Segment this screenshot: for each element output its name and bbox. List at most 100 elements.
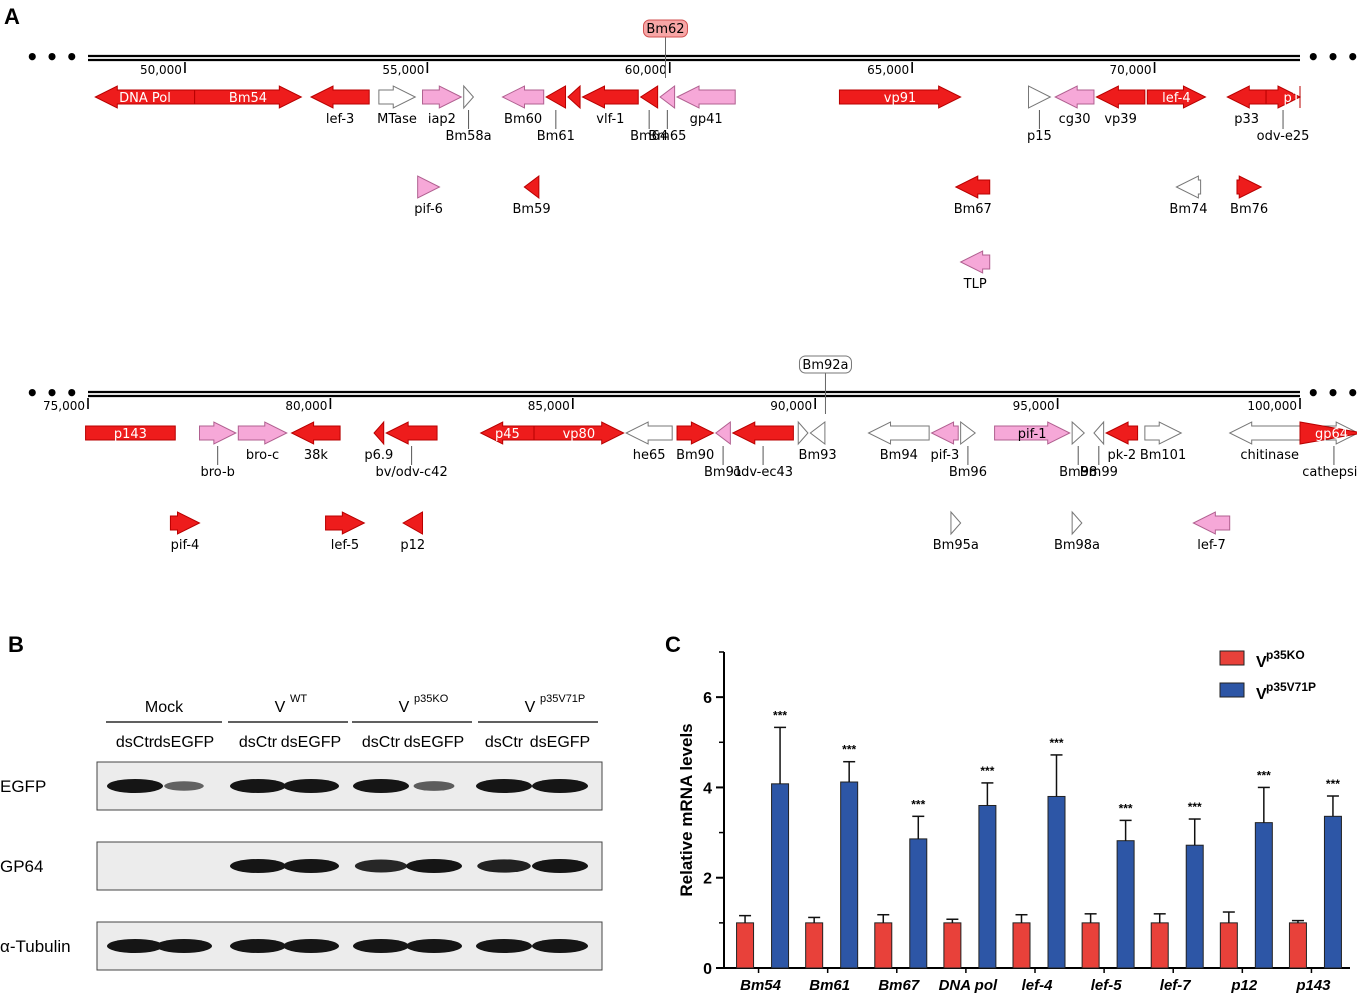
gene-arrow xyxy=(950,510,962,536)
gene-arrow xyxy=(523,174,540,200)
lane-label: dsCtr xyxy=(116,734,155,751)
significance-mark: *** xyxy=(911,797,925,811)
bar-p35v71p xyxy=(1185,844,1204,969)
bar-p35ko xyxy=(1288,922,1307,969)
gene-arrow xyxy=(237,421,288,445)
blot-band xyxy=(353,939,409,953)
blot-band xyxy=(230,939,286,953)
gene-arrow xyxy=(954,175,991,199)
gene-inner-label: pif-1 xyxy=(1018,427,1047,442)
group-label-superscript: p35KO xyxy=(414,693,449,705)
gene-arrow xyxy=(290,421,341,445)
group-label-superscript: WT xyxy=(290,693,307,705)
axis-tick-label: 50,000 xyxy=(140,63,182,77)
gene-label: bro-c xyxy=(246,448,279,463)
gene-arrow xyxy=(567,84,581,110)
gene-label: bv/odv-c42 xyxy=(375,465,447,480)
y-tick-label: 4 xyxy=(703,780,712,797)
axis-tick-label: 85,000 xyxy=(528,399,570,413)
legend-label: V xyxy=(1256,686,1267,703)
gene-arrow xyxy=(838,85,962,109)
axis-tick-label: 60,000 xyxy=(625,63,667,77)
gene-label: Bm98 xyxy=(1059,465,1097,480)
x-tick-label: Bm54 xyxy=(740,977,782,993)
genome-track-top: • • • • • • 50,000 55,000 60,000 65,000 70,000… xyxy=(26,19,1357,292)
gene-arrow xyxy=(1175,175,1202,199)
gene-arrow xyxy=(463,84,475,110)
bar-p35v71p xyxy=(771,783,790,969)
blot-band xyxy=(532,859,588,873)
bar-p35v71p xyxy=(978,804,997,969)
gene-arrow xyxy=(1144,421,1183,445)
genome-track-bottom: • • • • • •75,000 80,000 85,000 90,000 95,000… xyxy=(26,355,1357,553)
gene-label: p33 xyxy=(1234,112,1259,127)
bar-p35ko xyxy=(1150,922,1169,969)
y-tick-label: 6 xyxy=(703,690,712,707)
axis-tick-label: 80,000 xyxy=(285,399,327,413)
blot-band xyxy=(413,781,455,791)
gene-label: iap2 xyxy=(428,112,456,127)
blot-band xyxy=(354,859,408,873)
blot-band xyxy=(164,781,204,791)
bar-p35v71p xyxy=(909,838,928,969)
gene-label: Bm101 xyxy=(1140,448,1186,463)
gene-arrow xyxy=(1104,421,1139,445)
gene-inner-label: p143 xyxy=(114,427,147,442)
gene-label: Bm67 xyxy=(954,202,992,217)
blot-row-label: α-Tubulin xyxy=(0,937,71,956)
gene-label: pif-4 xyxy=(171,538,200,553)
callout-box xyxy=(642,19,688,38)
legend-label-superscript: p35KO xyxy=(1266,648,1305,662)
gene-arrow xyxy=(194,85,303,109)
blot-band xyxy=(283,939,339,953)
group-label: Mock xyxy=(145,699,184,716)
lane-label: dsCtr xyxy=(362,734,401,751)
gene-arrow xyxy=(1071,510,1083,536)
gene-label: Bm59 xyxy=(513,202,551,217)
gene-arrow xyxy=(199,421,237,445)
significance-mark: *** xyxy=(1326,777,1340,791)
blot-band xyxy=(283,859,339,873)
gene-label: cg30 xyxy=(1059,112,1091,127)
gene-arrow xyxy=(325,511,366,535)
blot-band xyxy=(353,779,409,793)
bar-p35ko xyxy=(805,922,824,969)
gene-label: p12 xyxy=(400,538,425,553)
gene-label: lef-5 xyxy=(331,538,359,553)
gene-label: Bm91 xyxy=(704,465,742,480)
gene-arrow xyxy=(994,421,1071,445)
gene-label: TLP xyxy=(963,277,987,292)
gene-arrow xyxy=(501,85,545,109)
callout-label: Bm92a xyxy=(802,358,848,373)
x-tick-label: Bm67 xyxy=(878,977,920,993)
x-tick-label: p12 xyxy=(1230,977,1258,993)
gene-label: pif-6 xyxy=(414,202,443,217)
panel-label-c: C xyxy=(665,632,681,657)
bar-p35v71p xyxy=(840,781,859,969)
y-tick-label: 0 xyxy=(703,961,712,978)
bar-p35ko xyxy=(736,922,755,969)
gene-arrow xyxy=(533,421,625,445)
gene-label: Bm76 xyxy=(1230,202,1268,217)
gene-inner-label: vp80 xyxy=(563,427,596,442)
gene-arrow xyxy=(1192,511,1231,535)
gene-label: odv-ec43 xyxy=(733,465,793,480)
gene-arrow xyxy=(479,421,535,445)
blot-band xyxy=(230,779,286,793)
gene-inner-label: DNA Pol xyxy=(119,91,171,106)
bar-p35ko xyxy=(1012,922,1031,969)
lane-label: dsEGFP xyxy=(154,734,214,751)
gene-label: p6.9 xyxy=(364,448,393,463)
blot-band xyxy=(477,859,531,873)
gene-label: Bm58a xyxy=(446,129,492,144)
gene-inner-label: p45 xyxy=(495,427,520,442)
bar-p35ko xyxy=(874,922,893,969)
y-axis-label: Relative mRNA levels xyxy=(677,723,696,896)
blot-band xyxy=(283,779,339,793)
gene-label: pk-2 xyxy=(1107,448,1136,463)
gene-label: vlf-1 xyxy=(596,112,624,127)
gene-arrow xyxy=(85,425,176,441)
gene-arrow xyxy=(1095,85,1146,109)
axis-tick-label: 90,000 xyxy=(770,399,812,413)
